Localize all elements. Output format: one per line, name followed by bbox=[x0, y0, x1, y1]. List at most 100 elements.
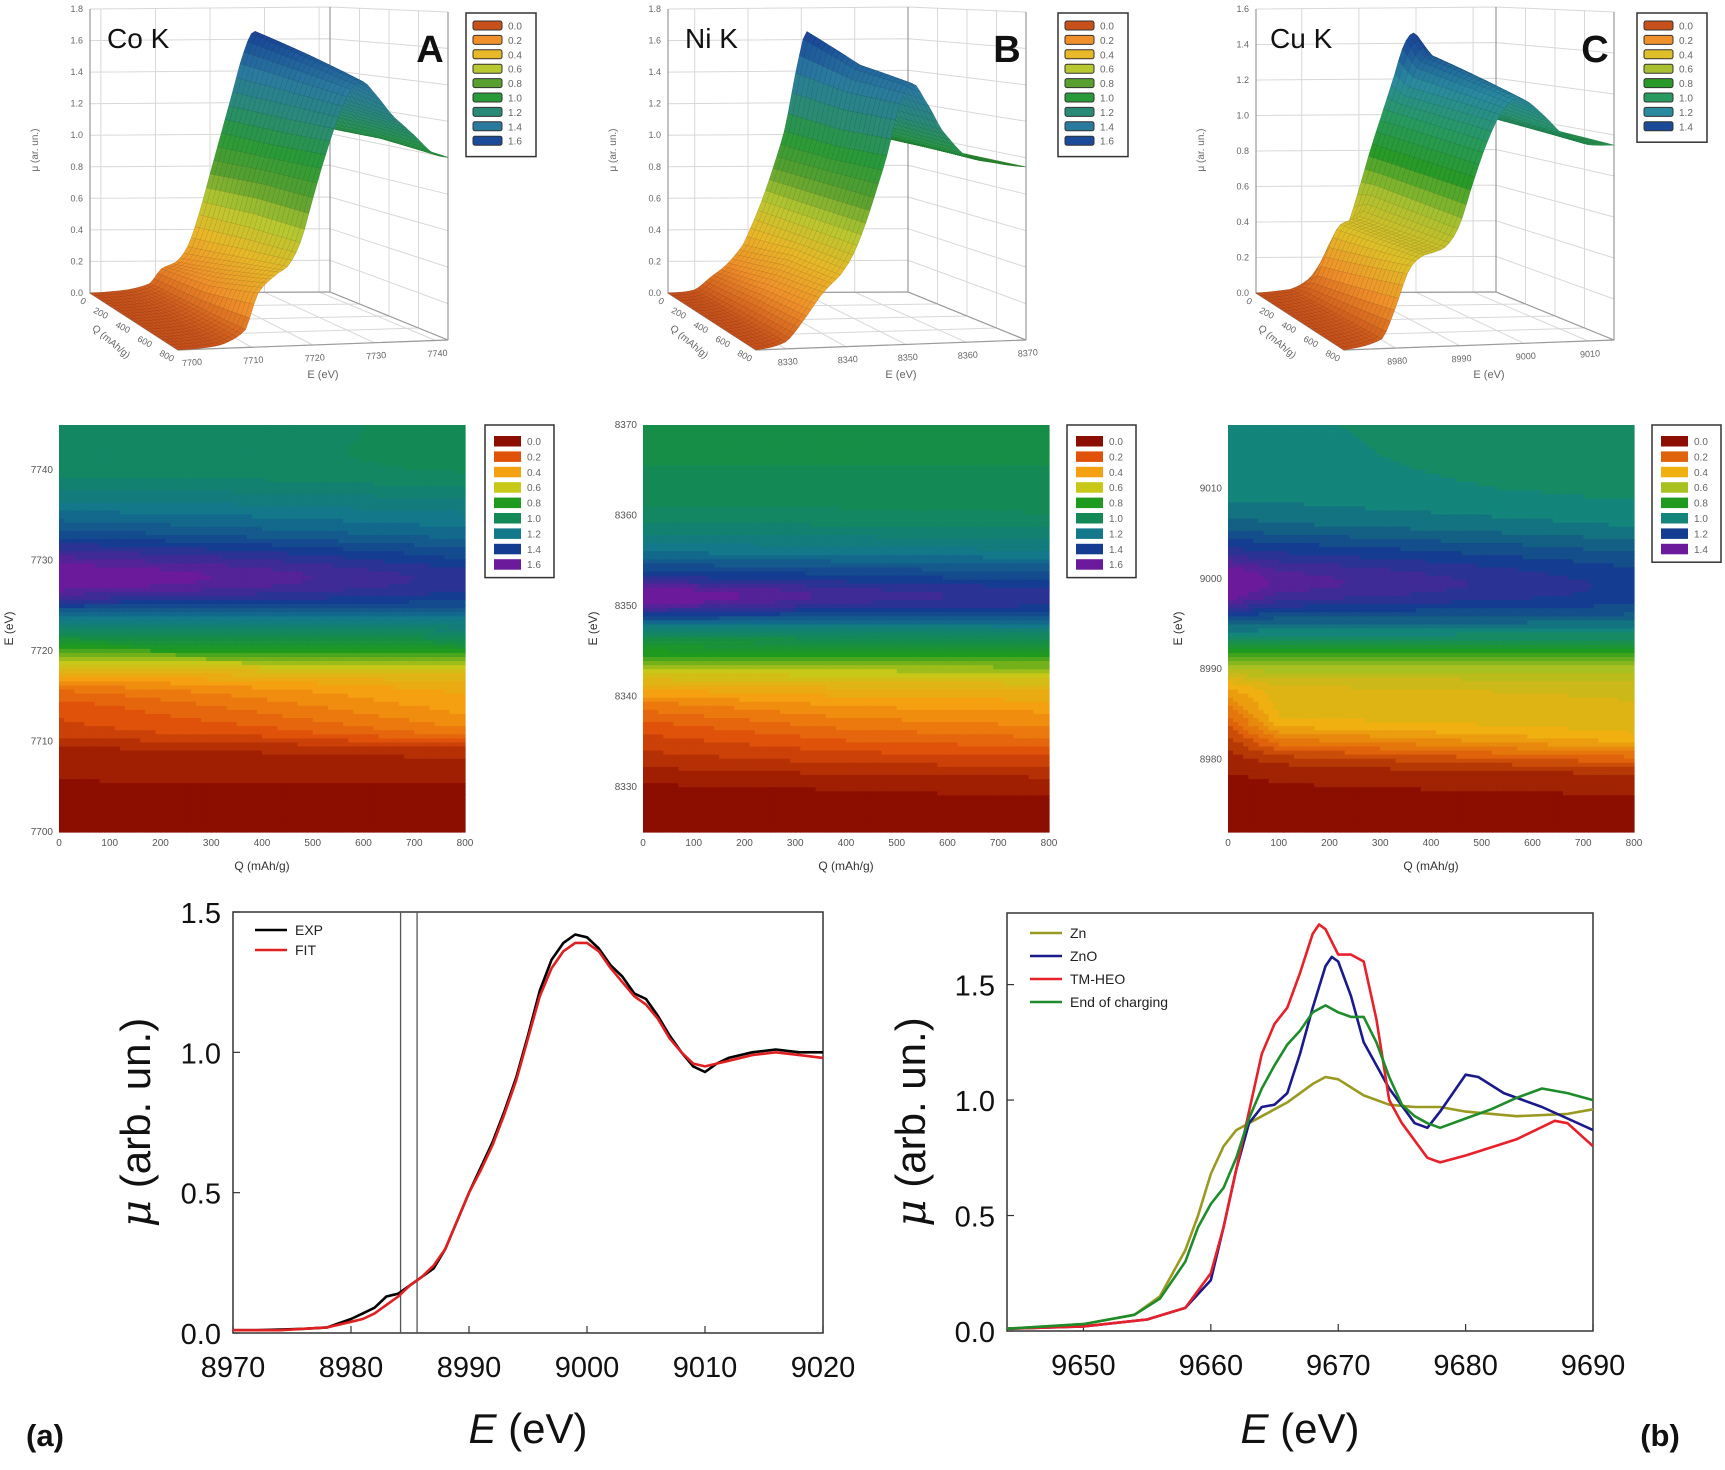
gridline bbox=[1255, 6, 1615, 13]
contour-cell bbox=[64, 640, 70, 646]
contour-cell bbox=[74, 465, 80, 471]
contour-cell bbox=[64, 612, 70, 617]
legend-swatch bbox=[472, 78, 503, 89]
contour-cell bbox=[64, 709, 70, 715]
contour-cell bbox=[59, 799, 65, 805]
contour-cell bbox=[59, 612, 65, 617]
contour-cell bbox=[84, 465, 91, 471]
legend-label: 0.8 bbox=[1100, 79, 1114, 90]
contour-cell bbox=[84, 530, 91, 536]
contour-cell bbox=[59, 530, 65, 536]
contour-cell bbox=[69, 811, 75, 817]
contour-cell bbox=[64, 473, 70, 479]
contour-cell bbox=[69, 543, 75, 548]
contour-cell bbox=[79, 681, 85, 687]
contour-cell bbox=[74, 734, 80, 739]
contour-cell bbox=[84, 433, 91, 438]
contour-cell bbox=[74, 644, 80, 650]
contour-cell bbox=[59, 600, 65, 605]
contour-cell bbox=[69, 530, 75, 536]
contour-cell bbox=[74, 709, 80, 715]
contour-cell bbox=[59, 559, 65, 564]
contour-cell bbox=[64, 502, 70, 507]
contour-cell bbox=[74, 522, 80, 528]
legend-label: 1.4 bbox=[1100, 122, 1114, 133]
contour-cell bbox=[74, 673, 80, 678]
e-axis-label: E (eV) bbox=[307, 369, 338, 381]
contour-cell bbox=[79, 620, 85, 626]
contour-cell bbox=[74, 815, 80, 821]
contour-cell bbox=[64, 506, 70, 512]
contour-cell bbox=[74, 425, 80, 430]
e-axis-label: E (eV) bbox=[1473, 369, 1504, 381]
contour-cell bbox=[84, 632, 91, 638]
contour-cell bbox=[64, 538, 70, 544]
contour-cell bbox=[64, 445, 70, 451]
z-tick-label: 0.0 bbox=[648, 288, 661, 298]
contour-cell bbox=[84, 644, 91, 650]
contour-cell bbox=[84, 457, 91, 463]
contour-cell bbox=[69, 775, 75, 780]
contour-cell bbox=[74, 591, 80, 597]
contour-cell bbox=[79, 750, 85, 756]
contour-cell bbox=[79, 518, 85, 524]
e-tick-label: 7720 bbox=[304, 352, 325, 363]
contour-cell bbox=[69, 746, 75, 752]
q-tick-label: 800 bbox=[158, 348, 176, 364]
contour-cell bbox=[69, 713, 75, 719]
z-tick-label: 0.2 bbox=[1236, 253, 1249, 263]
contour-cell bbox=[79, 490, 85, 495]
contour-cell bbox=[79, 734, 85, 739]
contour-cell bbox=[74, 648, 80, 654]
contour-cell bbox=[74, 604, 80, 609]
contour-cell bbox=[79, 547, 85, 552]
contour-cell bbox=[59, 551, 65, 556]
legend-swatch bbox=[472, 106, 503, 117]
contour-cell bbox=[59, 640, 65, 646]
contour-cell bbox=[69, 758, 75, 764]
contour-cell bbox=[79, 701, 85, 707]
z-tick-label: 0.4 bbox=[70, 225, 83, 235]
contour-cell bbox=[59, 697, 65, 703]
contour-cell bbox=[79, 543, 85, 548]
contour-cell bbox=[59, 571, 65, 577]
z-tick-label: 1.2 bbox=[1236, 75, 1249, 85]
z-axis-label: μ (ar. un.) bbox=[1196, 129, 1207, 172]
contour-cell bbox=[79, 795, 85, 801]
element-edge-title: Cu K bbox=[1270, 23, 1333, 54]
legend-label: 0.6 bbox=[508, 65, 522, 76]
contour-cell bbox=[74, 689, 80, 695]
contour-cell bbox=[69, 453, 75, 459]
gridline bbox=[89, 6, 449, 13]
contour-cell bbox=[69, 612, 75, 617]
contour-cell bbox=[64, 799, 70, 805]
contour-cell bbox=[64, 738, 70, 744]
contour-cell bbox=[64, 770, 70, 776]
contour-cell bbox=[79, 453, 85, 459]
z-axis-label: μ (ar. un.) bbox=[608, 129, 619, 172]
contour-cell bbox=[59, 587, 65, 593]
contour-cell bbox=[64, 656, 70, 662]
contour-cell bbox=[79, 567, 85, 573]
contour-cell bbox=[84, 685, 91, 691]
contour-cell bbox=[59, 779, 65, 784]
contour-cell bbox=[74, 429, 80, 434]
contour-cell bbox=[79, 640, 85, 646]
contour-cell bbox=[84, 437, 91, 442]
contour-cell bbox=[69, 441, 75, 446]
contour-cell bbox=[74, 807, 80, 813]
contour-cell bbox=[84, 587, 91, 593]
contour-cell bbox=[74, 705, 80, 711]
contour-cell bbox=[84, 600, 91, 605]
contour-cell bbox=[74, 742, 80, 748]
contour-cell bbox=[79, 534, 85, 540]
legend-label: 0.0 bbox=[1679, 22, 1693, 33]
contour-cell bbox=[69, 677, 75, 683]
contour-cell bbox=[84, 689, 91, 695]
e-tick-label: 9010 bbox=[1580, 348, 1601, 359]
contour-cell bbox=[74, 600, 80, 605]
contour-cell bbox=[69, 620, 75, 626]
legend-swatch bbox=[472, 20, 503, 31]
contour-cell bbox=[84, 677, 91, 683]
